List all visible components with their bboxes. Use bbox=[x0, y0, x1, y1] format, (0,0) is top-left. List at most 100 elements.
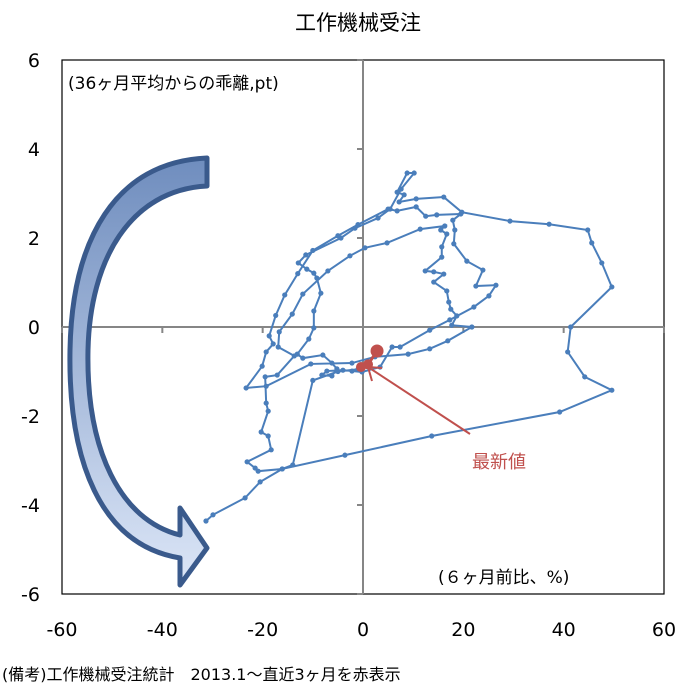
y-tick-label: 6 bbox=[28, 50, 40, 72]
history-point bbox=[447, 317, 453, 323]
history-point bbox=[259, 363, 265, 369]
footnote: (備考)工作機械受注統計 2013.1～直近3ヶ月を赤表示 bbox=[2, 665, 401, 684]
history-point bbox=[295, 271, 301, 277]
history-point bbox=[471, 304, 477, 310]
history-point bbox=[385, 206, 391, 212]
x-tick-label: -60 bbox=[46, 619, 77, 641]
history-point bbox=[274, 372, 280, 378]
history-point bbox=[320, 352, 326, 358]
history-point bbox=[257, 479, 263, 485]
history-point bbox=[310, 247, 316, 254]
history-point bbox=[308, 361, 314, 367]
history-point bbox=[434, 212, 440, 218]
history-point bbox=[258, 429, 264, 435]
x-tick-label: 20 bbox=[451, 619, 475, 641]
latest-value-label: 最新値 bbox=[472, 452, 526, 473]
history-point bbox=[347, 253, 353, 259]
cycle-direction-arrow bbox=[67, 155, 210, 588]
history-point bbox=[342, 452, 348, 458]
history-point bbox=[310, 377, 316, 383]
history-point bbox=[270, 341, 276, 347]
history-point bbox=[507, 218, 513, 224]
history-point bbox=[319, 372, 325, 378]
history-point bbox=[279, 466, 285, 472]
x-tick-label: 0 bbox=[357, 619, 369, 641]
y-tick-label: -6 bbox=[21, 584, 40, 606]
history-point bbox=[585, 227, 591, 233]
history-point bbox=[304, 266, 310, 272]
history-point bbox=[265, 433, 271, 439]
history-point bbox=[589, 240, 595, 246]
history-point bbox=[441, 194, 447, 200]
history-point bbox=[303, 252, 309, 258]
history-point bbox=[431, 269, 437, 275]
history-point bbox=[290, 462, 296, 468]
history-point bbox=[422, 268, 428, 274]
history-point bbox=[242, 495, 248, 501]
history-point bbox=[268, 447, 274, 453]
latest-value-pointer bbox=[367, 366, 471, 435]
history-point bbox=[394, 189, 400, 195]
history-point bbox=[405, 351, 411, 357]
history-point bbox=[255, 468, 261, 474]
history-point bbox=[306, 336, 312, 342]
history-point bbox=[417, 226, 423, 232]
pointer-arrowhead bbox=[367, 366, 383, 382]
history-point bbox=[329, 373, 335, 379]
history-point bbox=[349, 368, 355, 374]
history-point bbox=[300, 355, 306, 361]
history-point bbox=[289, 311, 295, 317]
history-point bbox=[401, 192, 407, 198]
history-point bbox=[609, 284, 615, 290]
history-point bbox=[324, 368, 330, 374]
history-point bbox=[396, 199, 402, 205]
history-point bbox=[464, 258, 470, 264]
history-point bbox=[355, 222, 361, 228]
history-point bbox=[473, 283, 479, 289]
history-point bbox=[448, 306, 454, 312]
history-point bbox=[413, 204, 419, 210]
history-point bbox=[275, 344, 281, 350]
y-tick-label: -4 bbox=[21, 495, 40, 517]
history-point bbox=[452, 227, 458, 233]
history-point bbox=[486, 293, 492, 299]
history-point bbox=[203, 518, 209, 524]
history-point bbox=[438, 227, 444, 233]
history-point bbox=[263, 383, 269, 389]
history-point bbox=[439, 244, 445, 250]
history-point bbox=[291, 353, 297, 359]
history-point bbox=[340, 367, 346, 373]
history-point bbox=[262, 374, 268, 380]
history-point bbox=[469, 324, 475, 330]
history-point bbox=[210, 512, 216, 518]
history-point bbox=[314, 275, 320, 281]
history-point bbox=[582, 374, 588, 380]
history-point bbox=[568, 324, 574, 330]
history-point bbox=[335, 368, 341, 375]
history-point bbox=[244, 459, 250, 465]
history-point bbox=[413, 196, 419, 202]
history-point bbox=[311, 325, 317, 331]
history-point bbox=[318, 290, 324, 296]
history-point bbox=[375, 215, 381, 221]
history-point bbox=[441, 271, 447, 277]
history-point bbox=[454, 313, 460, 319]
history-point bbox=[446, 299, 452, 305]
y-tick-label: 0 bbox=[28, 317, 40, 339]
latest-point bbox=[370, 344, 384, 358]
history-point bbox=[398, 186, 404, 192]
history-point bbox=[445, 338, 451, 344]
history-point bbox=[444, 288, 450, 294]
x-tick-label: -40 bbox=[147, 619, 178, 641]
x-tick-label: 60 bbox=[652, 619, 676, 641]
history-point bbox=[557, 409, 563, 415]
x-tick-label: -20 bbox=[247, 619, 278, 641]
y-tick-label: -2 bbox=[21, 406, 40, 428]
history-point bbox=[609, 387, 615, 393]
chart-title: 工作機械受注 bbox=[295, 11, 421, 35]
history-point bbox=[335, 233, 341, 239]
history-point bbox=[450, 217, 456, 223]
history-point bbox=[311, 270, 317, 276]
history-point bbox=[429, 433, 435, 439]
history-point bbox=[442, 223, 448, 229]
